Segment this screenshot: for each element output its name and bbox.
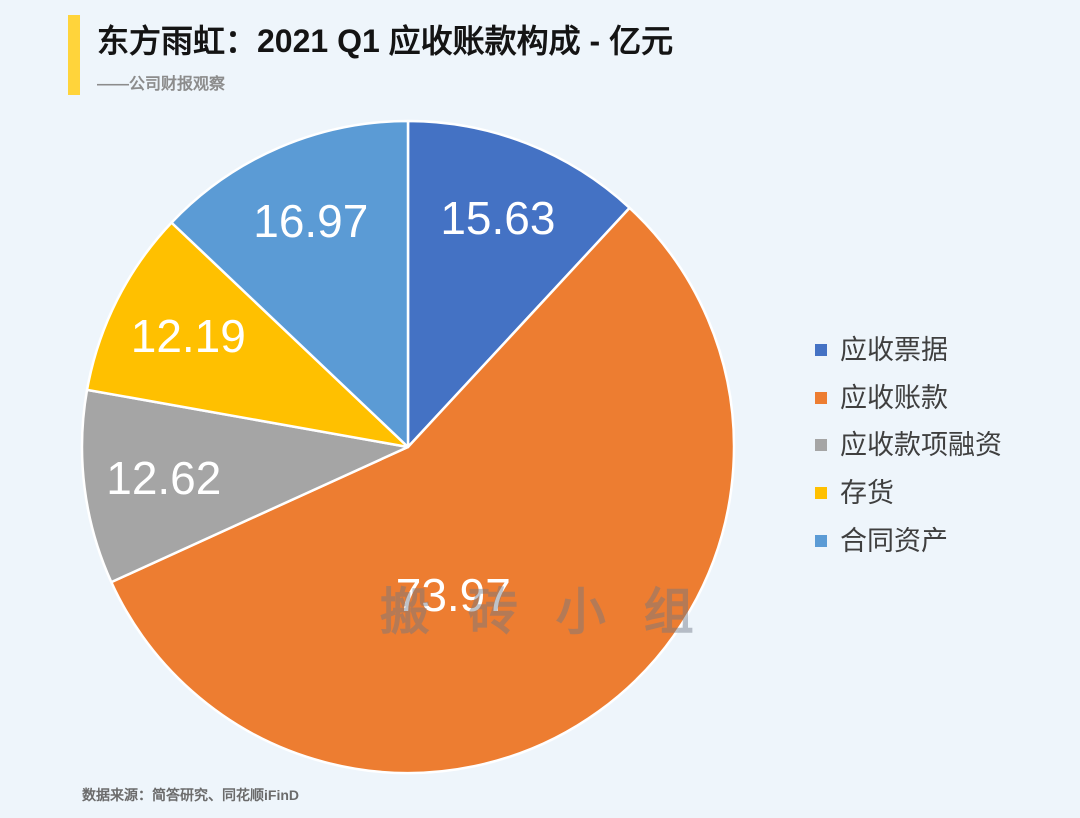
legend-swatch bbox=[815, 391, 827, 404]
pie-data-labels: 15.63 73.97 12.62 12.19 16.97 bbox=[106, 192, 555, 621]
pie-slice-data-label: 12.62 bbox=[106, 452, 221, 504]
chart-legend: 应收票据应收账款应收款项融资 存货合同资产 bbox=[815, 326, 1002, 565]
pie-slice-data-label: 12.19 bbox=[131, 310, 246, 362]
legend-label: 应收账款 bbox=[840, 382, 948, 413]
pie-slice bbox=[170, 119, 410, 449]
data-source-note: 数据来源：简答研究、同花顺iFinD bbox=[82, 787, 299, 803]
legend-label: 应收票据 bbox=[840, 334, 948, 365]
legend-item: 应收票据 bbox=[815, 326, 1002, 374]
legend-label: 合同资产 bbox=[840, 525, 948, 556]
pie-slice bbox=[85, 221, 410, 449]
legend-item: 应收款项融资 bbox=[815, 422, 1002, 470]
pie-slice bbox=[110, 206, 736, 775]
chart-title: 东方雨虹：2021 Q1 应收账款构成 - 亿元 bbox=[97, 23, 674, 59]
legend-label: 存货 bbox=[840, 478, 894, 509]
legend-item: 应收账款 bbox=[815, 374, 1002, 422]
legend-item: 合同资产 bbox=[815, 517, 1002, 565]
pie-slice bbox=[406, 119, 631, 449]
pie-slice-data-label: 15.63 bbox=[440, 192, 555, 244]
title-accent-bar bbox=[68, 15, 80, 95]
legend-swatch bbox=[815, 534, 827, 547]
legend-swatch bbox=[815, 487, 827, 500]
legend-swatch bbox=[815, 439, 827, 452]
legend-item: 存货 bbox=[815, 469, 1002, 517]
pie-slices bbox=[80, 119, 736, 775]
chart-subtitle: ——公司财报观察 bbox=[97, 76, 226, 93]
pie-slice-data-label: 73.97 bbox=[396, 569, 511, 621]
pie-slice bbox=[80, 388, 410, 584]
pie-slice-data-label: 16.97 bbox=[253, 195, 368, 247]
legend-label: 应收款项融资 bbox=[840, 430, 1002, 461]
legend-swatch bbox=[815, 343, 827, 356]
